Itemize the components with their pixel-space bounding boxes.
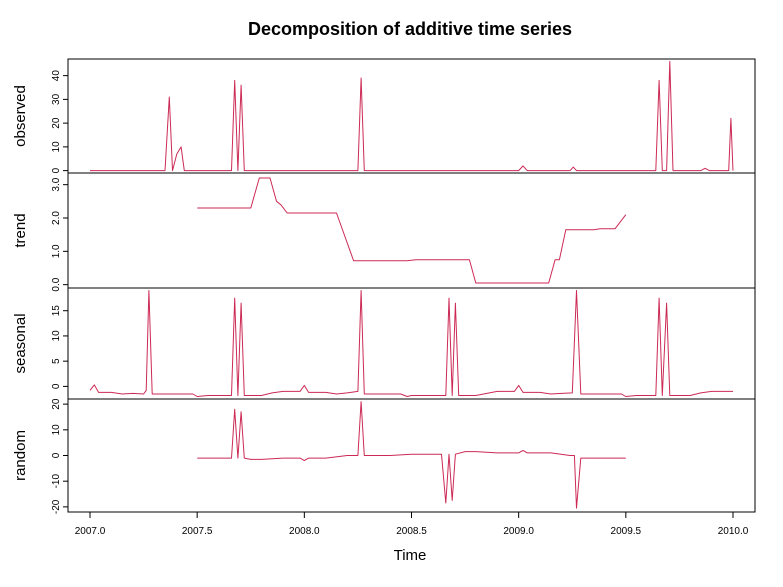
series-line-seasonal — [89, 290, 733, 397]
panel-random: -20 -10 0 10 20 random — [12, 398, 756, 514]
ytick-label-random: -10 — [51, 474, 62, 489]
xtick-label: 2008.0 — [289, 526, 320, 537]
ytick-label-trend: 3.0 — [51, 177, 62, 191]
panel-frame-random — [67, 398, 756, 513]
ytick-label-trend: 1.0 — [51, 244, 62, 258]
ytick-label-observed: 40 — [51, 70, 62, 82]
series-line-random — [197, 401, 626, 509]
panel-trend: 0.0 1.0 2.0 3.0 trend — [12, 172, 756, 292]
xtick-label: 2009.0 — [503, 526, 534, 537]
ytick-label-seasonal: 15 — [51, 305, 62, 317]
ytick-label-random: 10 — [51, 424, 62, 436]
xtick-label: 2007.0 — [75, 526, 106, 537]
x-axis: 2007.0 2007.5 2008.0 2008.5 2009.0 2009.5 2010… — [75, 512, 749, 537]
ytick-label-seasonal: 0 — [51, 383, 62, 389]
ytick-label-seasonal: 10 — [51, 330, 62, 342]
y-axis-label-random: random — [12, 430, 29, 481]
xtick-label: 2008.5 — [396, 526, 427, 537]
panels-group: 0 10 20 30 40 observed 0.0 1.0 2.0 3.0 trend 0 5 10 15… — [12, 58, 756, 514]
xtick-label: 2007.5 — [182, 526, 213, 537]
chart-title: Decomposition of additive time series — [248, 19, 572, 39]
ytick-label-observed: 30 — [51, 93, 62, 105]
xtick-label: 2009.5 — [611, 526, 642, 537]
x-axis-label: Time — [394, 547, 427, 564]
ytick-label-observed: 0 — [51, 167, 62, 173]
xtick-label: 2010.0 — [718, 526, 749, 537]
ytick-label-observed: 10 — [51, 141, 62, 153]
ytick-label-observed: 20 — [51, 117, 62, 129]
y-axis-label-observed: observed — [12, 85, 29, 147]
series-line-trend — [197, 177, 627, 284]
panel-seasonal: 0 5 10 15 seasonal — [12, 287, 756, 400]
ytick-label-random: -20 — [51, 499, 62, 514]
ytick-label-random: 20 — [51, 398, 62, 410]
panel-frame-observed — [67, 58, 756, 174]
ytick-label-trend: 2.0 — [51, 211, 62, 225]
series-line-observed — [90, 60, 734, 172]
y-axis-label-seasonal: seasonal — [12, 313, 29, 373]
panel-frame-trend — [67, 172, 756, 289]
panel-frame-seasonal — [67, 287, 756, 400]
ytick-label-seasonal: 5 — [51, 358, 62, 364]
panel-observed: 0 10 20 30 40 observed — [12, 58, 756, 174]
ytick-label-random: 0 — [51, 452, 62, 458]
y-axis-label-trend: trend — [12, 213, 29, 247]
ytick-label-trend: 0.0 — [51, 277, 62, 291]
